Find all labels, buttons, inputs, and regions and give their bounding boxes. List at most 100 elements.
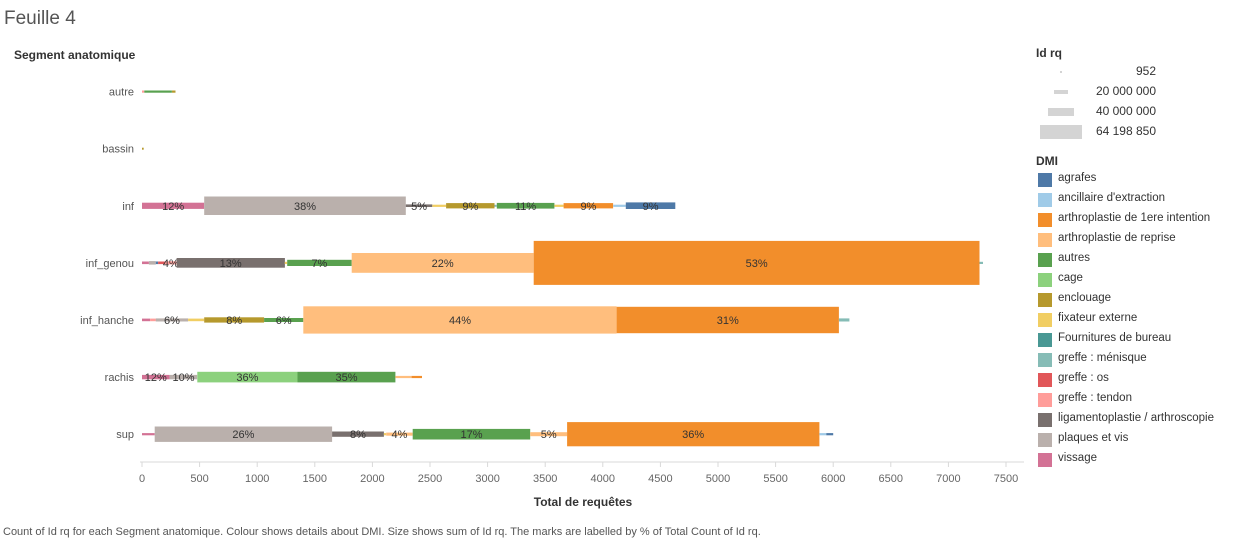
- bar-segment[interactable]: [412, 428, 531, 440]
- bar-segment[interactable]: [530, 432, 568, 437]
- legend-item-enclouage[interactable]: enclouage: [1038, 292, 1241, 308]
- legend-item-ligamento[interactable]: ligamentoplastie / arthroscopie: [1038, 412, 1241, 428]
- bar-segment[interactable]: [142, 147, 144, 150]
- legend-swatch: [1038, 253, 1052, 267]
- bar-segment[interactable]: [554, 204, 564, 207]
- bar-segment[interactable]: [169, 374, 198, 380]
- legend-label: enclouage: [1058, 292, 1112, 304]
- bar-segment[interactable]: [204, 196, 406, 216]
- bar-segment[interactable]: [158, 261, 165, 265]
- bar-segment[interactable]: [405, 204, 433, 207]
- bar-area: 12% 38% 5% 9% 11% 9% 9% 4% 13% 7% 22% 53% 6% 8% 6% 44% 3…: [142, 90, 984, 447]
- bar-segment[interactable]: [165, 261, 177, 265]
- bar-segment[interactable]: [395, 375, 412, 379]
- legend-item-arthro1[interactable]: arthroplastie de 1ere intention: [1038, 212, 1241, 228]
- x-tick-label: 2500: [418, 473, 442, 485]
- bar-data-label: 9%: [462, 201, 478, 213]
- bar-data-label: 8%: [226, 315, 242, 327]
- legend-item-menisque[interactable]: greffe : ménisque: [1038, 352, 1241, 368]
- legend-item-autres[interactable]: autres: [1038, 252, 1241, 268]
- bar-segment[interactable]: [142, 90, 145, 93]
- legend-item-ancillaire[interactable]: ancillaire d'extraction: [1038, 192, 1241, 208]
- bar-segment[interactable]: [533, 240, 980, 285]
- legend-swatch: [1038, 233, 1052, 247]
- bar-segment[interactable]: [297, 371, 396, 383]
- bar-segment[interactable]: [383, 433, 387, 436]
- bar-segment[interactable]: [303, 306, 617, 334]
- bar-segment[interactable]: [144, 90, 172, 93]
- bar-segment[interactable]: [287, 259, 352, 266]
- bar-segment[interactable]: [616, 306, 839, 334]
- bar-segment[interactable]: [819, 433, 827, 436]
- bar-segment[interactable]: [563, 203, 614, 209]
- bar-data-label: 22%: [432, 258, 454, 270]
- x-tick-label: 6500: [879, 473, 903, 485]
- bar-segment[interactable]: [150, 318, 156, 322]
- y-tick-label: rachis: [105, 372, 135, 384]
- bar-segment[interactable]: [155, 318, 189, 322]
- size-legend: 952 20 000 000 40 000 000 64 198 850: [1036, 46, 1236, 146]
- bar-data-label: 12%: [145, 372, 167, 384]
- size-legend-swatch: [1047, 107, 1075, 117]
- bar-segment[interactable]: [197, 371, 298, 383]
- legend-item-agrafes[interactable]: agrafes: [1038, 172, 1241, 188]
- bar-segment[interactable]: [432, 204, 447, 207]
- bar-segment[interactable]: [826, 433, 834, 436]
- legend-item-os[interactable]: greffe : os: [1038, 372, 1241, 388]
- bar-data-label: 4%: [392, 429, 408, 441]
- legend-label: ancillaire d'extraction: [1058, 192, 1166, 204]
- legend-item-fournitures[interactable]: Fournitures de bureau: [1038, 332, 1241, 348]
- legend-item-arthrorep[interactable]: arthroplastie de reprise: [1038, 232, 1241, 248]
- size-legend-label: 40 000 000: [1095, 104, 1156, 118]
- bar-segment[interactable]: [264, 318, 304, 322]
- bar-segment[interactable]: [494, 204, 497, 207]
- bar-data-label: 5%: [411, 201, 427, 213]
- y-tick-label: inf: [122, 201, 135, 213]
- bar-data-label: 10%: [172, 372, 194, 384]
- size-legend-swatch: [1040, 125, 1082, 139]
- bar-segment[interactable]: [142, 318, 151, 322]
- bar-segment[interactable]: [176, 258, 285, 268]
- bar-segment[interactable]: [204, 317, 265, 323]
- bar-data-label: 9%: [643, 201, 659, 213]
- legend-item-vissage[interactable]: vissage: [1038, 452, 1241, 468]
- bar-segment[interactable]: [839, 318, 850, 322]
- size-legend-swatch: [1060, 71, 1062, 73]
- bar-segment[interactable]: [154, 426, 333, 442]
- x-tick-label: 5000: [706, 473, 730, 485]
- bar-segment[interactable]: [148, 261, 156, 265]
- size-legend-label: 20 000 000: [1095, 84, 1156, 98]
- bar-segment[interactable]: [351, 253, 534, 273]
- bar-data-label: 44%: [449, 315, 471, 327]
- bar-segment[interactable]: [172, 90, 176, 93]
- bar-data-label: 35%: [335, 372, 357, 384]
- bar-segment[interactable]: [142, 261, 149, 265]
- legend-item-fixateur[interactable]: fixateur externe: [1038, 312, 1241, 328]
- bar-segment[interactable]: [625, 202, 676, 209]
- bar-segment[interactable]: [188, 318, 205, 322]
- bar-data-label: 7%: [311, 258, 327, 270]
- bar-segment[interactable]: [142, 374, 170, 380]
- y-axis-title: Segment anatomique: [14, 48, 136, 62]
- bar-segment[interactable]: [142, 433, 155, 436]
- bar-data-label: 17%: [460, 429, 482, 441]
- bar-segment[interactable]: [386, 432, 413, 436]
- bar-segment[interactable]: [567, 422, 820, 447]
- y-tick-label: sup: [116, 429, 134, 441]
- bar-segment[interactable]: [284, 261, 288, 264]
- bar-segment[interactable]: [411, 375, 422, 379]
- legend-item-tendon[interactable]: greffe : tendon: [1038, 392, 1241, 408]
- stacked-bar-chart: Segment anatomique 12% 38% 5% 9% 11% 9% 9% 4% 13…: [14, 48, 1024, 509]
- legend-item-cage[interactable]: cage: [1038, 272, 1241, 288]
- legend-swatch: [1038, 173, 1052, 187]
- bar-segment[interactable]: [142, 202, 205, 209]
- bar-segment[interactable]: [613, 204, 626, 207]
- bar-segment[interactable]: [155, 261, 159, 265]
- bar-segment[interactable]: [332, 431, 384, 437]
- bar-segment[interactable]: [446, 203, 495, 209]
- bar-data-label: 13%: [220, 258, 242, 270]
- legend-item-plaques[interactable]: plaques et vis: [1038, 432, 1241, 448]
- legend-swatch: [1038, 433, 1052, 447]
- bar-segment[interactable]: [979, 261, 984, 264]
- bar-segment[interactable]: [496, 202, 555, 209]
